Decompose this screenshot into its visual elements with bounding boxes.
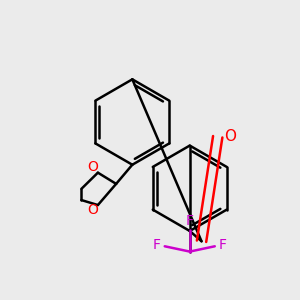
Text: F: F: [219, 238, 227, 252]
Text: O: O: [88, 160, 99, 174]
Text: O: O: [88, 203, 99, 218]
Text: F: F: [186, 214, 194, 228]
Text: O: O: [224, 129, 236, 144]
Text: F: F: [152, 238, 160, 252]
